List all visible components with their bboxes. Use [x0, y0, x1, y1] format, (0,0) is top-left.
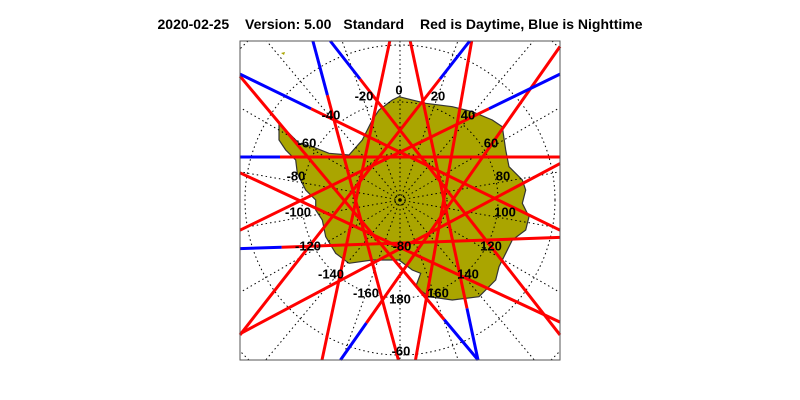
- longitude-label: -120: [295, 238, 321, 253]
- longitude-label: 160: [427, 285, 449, 300]
- longitude-label: -160: [353, 285, 379, 300]
- island: [281, 52, 285, 55]
- longitude-label: 80: [496, 168, 510, 183]
- longitude-label: 40: [461, 107, 475, 122]
- title-mode: Standard: [343, 16, 405, 32]
- longitude-label: 100: [494, 204, 516, 219]
- daytime-track: [239, 107, 490, 232]
- nighttime-track: [239, 245, 282, 251]
- longitude-label: -60: [298, 135, 317, 150]
- daytime-track: [310, 107, 561, 232]
- nighttime-track: [488, 72, 561, 111]
- daytime-track: [408, 40, 469, 309]
- meridian-line: [399, 199, 561, 293]
- meridian-line: [399, 40, 459, 201]
- latitude-circle-arc: [239, 40, 249, 50]
- meridian-line: [399, 199, 561, 229]
- latitude-circle-arc: [550, 350, 561, 361]
- daytime-track: [239, 171, 561, 324]
- nighttime-track: [311, 40, 329, 96]
- daytime-track: [281, 235, 561, 249]
- latitude-label: -60: [392, 343, 411, 358]
- nighttime-track: [438, 40, 471, 80]
- meridian-line: [341, 199, 401, 361]
- meridian-line: [265, 199, 401, 361]
- longitude-label: 20: [431, 88, 445, 103]
- daytime-track: [325, 94, 400, 361]
- meridian-line: [239, 171, 401, 201]
- daytime-track: [320, 40, 392, 361]
- longitude-label: 60: [484, 135, 498, 150]
- nighttime-track: [443, 318, 480, 361]
- longitude-label: 120: [480, 238, 502, 253]
- nighttime-track: [339, 322, 368, 361]
- meridian-line: [239, 199, 401, 229]
- latitude-circle: [244, 44, 556, 356]
- satellite-ground-tracks: [238, 40, 562, 361]
- meridian-line: [239, 199, 401, 293]
- meridian-line: [399, 107, 561, 201]
- daytime-track: [365, 45, 562, 324]
- title-legend: Red is Daytime, Blue is Nighttime: [419, 16, 643, 32]
- daytime-track: [238, 75, 446, 321]
- nighttime-track: [465, 308, 480, 361]
- nighttime-track: [239, 72, 312, 111]
- longitude-label: 140: [457, 266, 479, 281]
- longitude-label: 0: [395, 82, 402, 97]
- title-date: 2020-02-25: [157, 16, 230, 32]
- longitude-label: -40: [322, 107, 341, 122]
- nighttime-track: [329, 40, 362, 80]
- latitude-circle-arc: [239, 350, 250, 361]
- meridian-line: [399, 199, 459, 361]
- latitude-label: -80: [393, 238, 412, 253]
- longitude-label: -100: [285, 204, 311, 219]
- longitude-label: -80: [287, 168, 306, 183]
- meridian-line: [239, 107, 401, 201]
- title-version: Version: 5.00: [245, 16, 332, 32]
- longitude-label: 180: [389, 291, 411, 306]
- meridian-line: [341, 40, 401, 201]
- plot-title: 2020-02-25 Version: 5.00 Standard Red is …: [0, 16, 800, 32]
- daytime-track: [358, 78, 562, 336]
- longitude-label: -20: [355, 88, 374, 103]
- daytime-track: [238, 78, 442, 336]
- map-frame: [239, 40, 561, 361]
- longitude-label: -140: [318, 266, 344, 281]
